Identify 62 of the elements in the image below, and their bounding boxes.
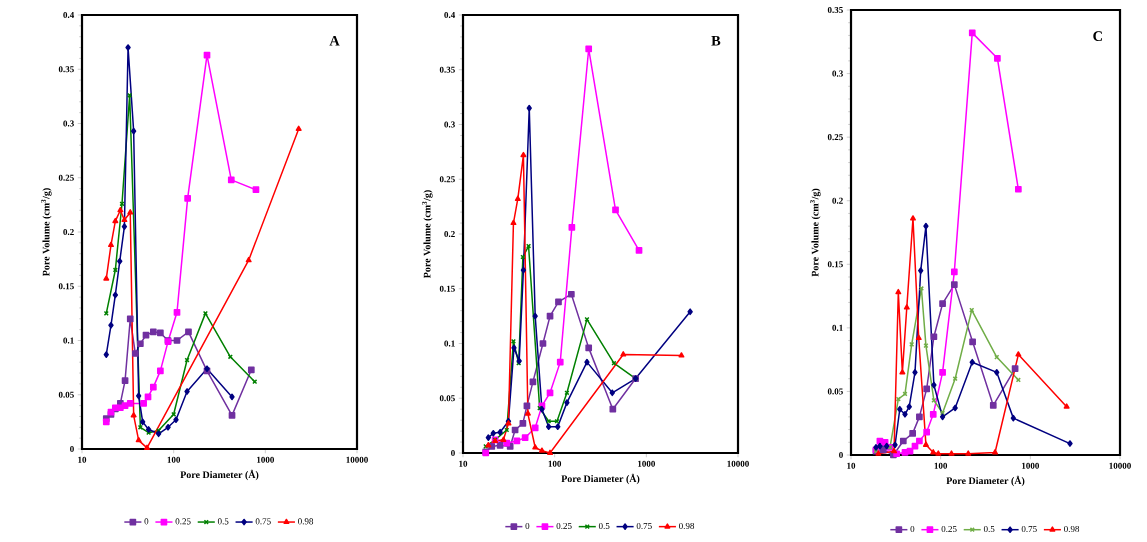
- legend-label: 0.25: [175, 518, 191, 525]
- legend-label: 0.5: [983, 525, 995, 533]
- text: B: [711, 36, 721, 46]
- x-tick-label: 100: [934, 462, 948, 469]
- y-tick-label: 0.05: [58, 391, 74, 398]
- x-axis-title: Pore Diameter (Å): [946, 475, 1025, 487]
- legend-label: 0.98: [298, 518, 314, 525]
- legend-label: 0.25: [556, 522, 572, 530]
- text: C: [1093, 31, 1102, 42]
- x-tick-label: 10000: [1109, 462, 1131, 469]
- legend-label: 0: [525, 522, 530, 529]
- x-tick-label: 10: [78, 456, 87, 463]
- y-tick-label: 0.1: [444, 340, 455, 347]
- x-tick-label: 10: [847, 462, 856, 469]
- y-tick-label: 0.35: [58, 66, 74, 73]
- y-tick-label: 0.25: [58, 174, 74, 181]
- y-axis-title: Pore Volume (cm$^{3}$/g): [810, 188, 821, 277]
- y-tick-label: 0: [839, 451, 843, 459]
- legend-label: 0.98: [679, 522, 695, 530]
- legend-label: 0.5: [598, 522, 610, 530]
- legend-label: 0.25: [941, 525, 957, 533]
- y-tick-label: 0: [70, 445, 74, 453]
- y-tick-label: 0.05: [439, 395, 455, 402]
- y-tick-label: 0.15: [827, 261, 843, 268]
- x-tick-label: 10000: [346, 456, 368, 463]
- y-tick-label: 0.35: [439, 66, 455, 73]
- y-tick-label: 0.1: [832, 324, 843, 331]
- y-tick-label: 0.25: [827, 134, 843, 141]
- y-tick-label: 0.4: [63, 11, 75, 19]
- y-tick-label: 0.2: [444, 230, 455, 238]
- legend-label: 0: [910, 525, 915, 533]
- y-tick-label: 0.2: [63, 228, 74, 236]
- y-tick-label: 0.4: [444, 11, 456, 19]
- y-tick-label: 0.3: [63, 120, 74, 127]
- legend-label: 0.75: [255, 518, 271, 525]
- x-tick-label: 100: [548, 460, 562, 467]
- x-tick-label: 1000: [1022, 462, 1039, 469]
- y-tick-label: 0.15: [439, 285, 455, 292]
- x-axis-title: Pore Diameter (Å): [561, 473, 640, 485]
- text: A: [329, 35, 340, 46]
- y-tick-label: 0.15: [58, 283, 74, 290]
- y-axis-title: Pore Volume (cm$^{3}$/g): [422, 190, 433, 279]
- legend-label: 0.98: [1064, 525, 1080, 533]
- legend-label: 0.5: [217, 518, 229, 525]
- y-tick-label: 0.3: [444, 121, 455, 128]
- x-tick-label: 10000: [727, 460, 749, 467]
- y-tick-label: 0.35: [827, 6, 843, 14]
- y-axis-title: Pore Volume (cm$^{3}$/g): [41, 188, 52, 277]
- y-tick-label: 0.1: [63, 337, 74, 344]
- y-tick-label: 0.2: [832, 197, 843, 204]
- y-tick-label: 0.05: [827, 388, 843, 395]
- x-tick-label: 100: [167, 456, 181, 463]
- x-tick-label: 10: [459, 460, 468, 467]
- legend-label: 0.75: [1021, 525, 1037, 533]
- y-tick-label: 0.25: [439, 176, 455, 183]
- y-tick-label: 0: [451, 449, 455, 457]
- x-axis-title: Pore Diameter (Å): [180, 469, 259, 481]
- legend-label: 0.75: [636, 522, 652, 530]
- y-tick-label: 0.3: [832, 70, 843, 77]
- x-tick-label: 1000: [638, 460, 655, 467]
- x-tick-label: 1000: [257, 456, 274, 463]
- legend-label: 0: [144, 518, 149, 525]
